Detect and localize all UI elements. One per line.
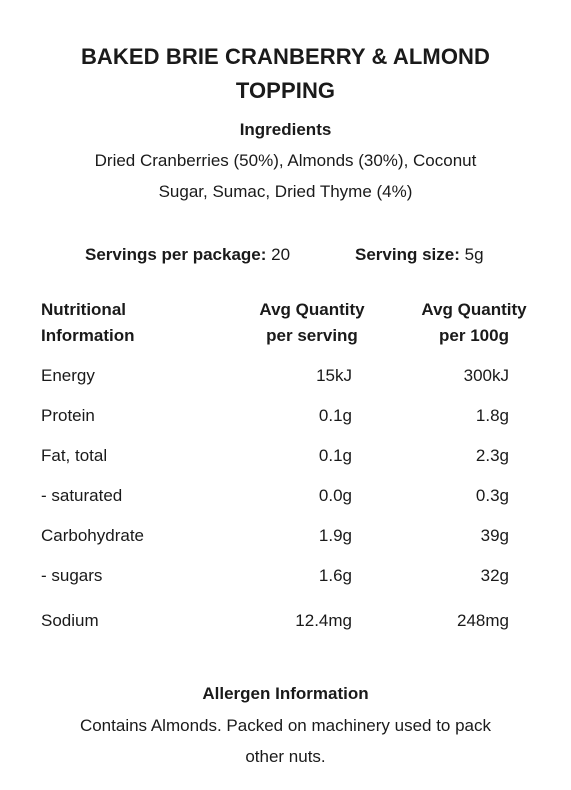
table-row: - saturated 0.0g 0.3g bbox=[0, 482, 571, 510]
nutrient-per-serving: 1.6g bbox=[318, 566, 352, 585]
nutrient-per-serving: 15kJ bbox=[316, 366, 352, 385]
header-serving-line-2: per serving bbox=[266, 326, 358, 345]
header-avg-per-serving: Avg Quantity per serving bbox=[232, 297, 392, 349]
serving-size-value: 5g bbox=[464, 245, 484, 264]
ingredients-line-1: Dried Cranberries (50%), Almonds (30%), … bbox=[94, 151, 477, 170]
product-title-line-1: BAKED BRIE CRANBERRY & ALMOND bbox=[80, 44, 491, 69]
nutrient-per-serving: 0.1g bbox=[318, 446, 352, 465]
nutrient-per-serving: 0.1g bbox=[318, 406, 352, 425]
nutrient-name: Protein bbox=[41, 406, 95, 425]
nutrient-per-100g: 1.8g bbox=[475, 406, 509, 425]
nutrient-per-serving: 1.9g bbox=[318, 526, 352, 545]
servings-per-package: Servings per package: 20 bbox=[85, 243, 290, 267]
table-row: Sodium 12.4mg 248mg bbox=[0, 607, 571, 635]
allergen-text: Contains Almonds. Packed on machinery us… bbox=[30, 710, 541, 772]
table-row: - sugars 1.6g 32g bbox=[0, 562, 571, 590]
serving-size: Serving size: 5g bbox=[355, 243, 484, 267]
nutrient-per-serving: 0.0g bbox=[318, 486, 352, 505]
nutrient-per-100g: 32g bbox=[480, 566, 509, 585]
header-avg-per-100g: Avg Quantity per 100g bbox=[394, 297, 554, 349]
allergen-heading: Allergen Information bbox=[202, 684, 369, 703]
header-100g-line-1: Avg Quantity bbox=[421, 300, 527, 319]
product-title: BAKED BRIE CRANBERRY & ALMOND TOPPING bbox=[20, 40, 551, 108]
header-100g-line-2: per 100g bbox=[439, 326, 509, 345]
ingredients-text: Dried Cranberries (50%), Almonds (30%), … bbox=[30, 145, 541, 207]
product-title-line-2: TOPPING bbox=[235, 78, 336, 103]
table-row: Fat, total 0.1g 2.3g bbox=[0, 442, 571, 470]
allergen-line-1: Contains Almonds. Packed on machinery us… bbox=[79, 716, 492, 735]
table-row: Carbohydrate 1.9g 39g bbox=[0, 522, 571, 550]
header-name-line-1: Nutritional bbox=[41, 300, 126, 319]
nutrient-per-serving: 12.4mg bbox=[295, 611, 352, 630]
servings-per-package-label: Servings per package: bbox=[85, 245, 267, 264]
nutrient-name: Energy bbox=[41, 366, 95, 385]
header-serving-line-1: Avg Quantity bbox=[259, 300, 365, 319]
nutrient-name: - sugars bbox=[41, 566, 103, 585]
nutrient-per-100g: 2.3g bbox=[475, 446, 509, 465]
nutrition-table-header: Nutritional Information Avg Quantity per… bbox=[0, 297, 571, 351]
nutrient-per-100g: 248mg bbox=[457, 611, 509, 630]
ingredients-line-2: Sugar, Sumac, Dried Thyme (4%) bbox=[158, 182, 413, 201]
nutrient-per-100g: 300kJ bbox=[463, 366, 509, 385]
table-row: Protein 0.1g 1.8g bbox=[0, 402, 571, 430]
nutrient-name: Carbohydrate bbox=[41, 526, 145, 545]
header-name-line-2: Information bbox=[41, 326, 135, 345]
servings-per-package-value: 20 bbox=[271, 245, 291, 264]
header-nutritional-information: Nutritional Information bbox=[41, 297, 211, 349]
table-row: Energy 15kJ 300kJ bbox=[0, 362, 571, 390]
nutrient-name: Sodium bbox=[41, 611, 99, 630]
nutrient-per-100g: 39g bbox=[480, 526, 509, 545]
nutrient-name: Fat, total bbox=[41, 446, 108, 465]
ingredients-heading: Ingredients bbox=[239, 120, 332, 139]
allergen-line-2: other nuts. bbox=[245, 747, 326, 766]
serving-size-label: Serving size: bbox=[355, 245, 460, 264]
nutrient-per-100g: 0.3g bbox=[475, 486, 509, 505]
nutrient-name: - saturated bbox=[41, 486, 123, 505]
